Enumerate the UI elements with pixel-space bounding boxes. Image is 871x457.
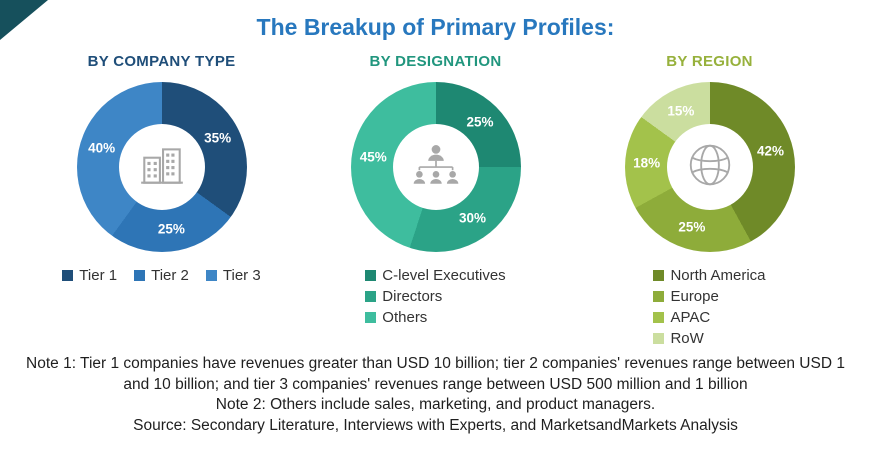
legend-item-europe: Europe: [653, 288, 765, 305]
legend-label: Tier 3: [222, 267, 261, 284]
legend-label: Tier 2: [151, 267, 189, 284]
legend-label: Others: [382, 309, 428, 326]
legend-swatch: [365, 312, 377, 323]
legend-swatch: [365, 270, 377, 281]
buildings-icon: [137, 140, 187, 195]
legend-item-c-level-executives: C-level Executives: [365, 267, 506, 284]
slice-label-tier-3: 40%: [88, 140, 116, 156]
slice-label-apac: 18%: [633, 155, 661, 171]
legend-swatch: [205, 270, 217, 281]
slice-label-tier-2: 25%: [157, 221, 185, 237]
legend-swatch: [653, 312, 665, 323]
slice-label-north-america: 42%: [757, 143, 785, 159]
charts-row: BY COMPANY TYPE: [0, 53, 871, 347]
legend-label: APAC: [670, 309, 711, 326]
legend-item-row: RoW: [653, 330, 765, 347]
notes: Note 1: Tier 1 companies have revenues g…: [0, 354, 871, 436]
legend-label: Europe: [670, 288, 719, 305]
donut-chart-company-type: 35% 25% 40%: [76, 82, 247, 252]
chart-heading-company-type: BY COMPANY TYPE: [87, 53, 236, 70]
legend-label: Tier 1: [79, 267, 118, 284]
globe-icon: [685, 140, 735, 195]
legend-label: C-level Executives: [382, 267, 506, 284]
note-2: Note 2: Others include sales, marketing,…: [215, 396, 656, 414]
source-line: Source: Secondary Literature, Interviews…: [133, 416, 738, 434]
slice-label-tier-1: 35%: [204, 130, 232, 146]
chart-heading-designation: BY DESIGNATION: [369, 53, 502, 70]
donut-chart-region: 42% 25% 18% 15%: [624, 82, 795, 252]
donut-chart-designation: 25% 30% 45%: [350, 82, 521, 252]
legend-swatch: [653, 291, 665, 302]
legend-swatch: [653, 270, 665, 281]
legend-designation: C-level Executives Directors Others: [365, 267, 506, 326]
legend-region: North America Europe APAC RoW: [653, 267, 766, 347]
corner-triangle: [0, 0, 48, 40]
chart-column-region: BY REGION 42% 25% 18% 15%: [584, 53, 836, 347]
legend-swatch: [134, 270, 146, 281]
legend-swatch: [653, 333, 665, 344]
page-title: The Breakup of Primary Profiles:: [256, 14, 615, 40]
chart-column-designation: BY DESIGNATION: [310, 53, 562, 347]
legend-label: Directors: [382, 288, 443, 305]
legend-item-directors: Directors: [365, 288, 505, 305]
legend-swatch: [365, 291, 377, 302]
note-1: Note 1: Tier 1 companies have revenues g…: [26, 355, 845, 393]
chart-column-company-type: BY COMPANY TYPE: [36, 53, 288, 347]
legend-company-type: Tier 1 Tier 2 Tier 3: [62, 267, 261, 284]
legend-item-apac: APAC: [653, 309, 765, 326]
donut-hole: [392, 124, 479, 210]
org-chart-icon: [409, 142, 463, 193]
legend-item-tier-3: Tier 3: [205, 267, 261, 284]
legend-item-north-america: North America: [653, 267, 766, 284]
slice-label-c-level-executives: 25%: [466, 114, 494, 130]
slice-label-europe: 25%: [678, 219, 706, 235]
legend-swatch: [62, 270, 74, 281]
donut-hole: [666, 124, 753, 210]
legend-label: RoW: [670, 330, 704, 347]
legend-label: North America: [670, 267, 766, 284]
legend-item-tier-2: Tier 2: [134, 267, 189, 284]
donut-hole: [118, 124, 205, 210]
slice-label-directors: 30%: [459, 210, 487, 226]
slice-label-others: 45%: [359, 149, 387, 165]
legend-item-others: Others: [365, 309, 505, 326]
legend-item-tier-1: Tier 1: [62, 267, 117, 284]
slice-label-row: 15%: [667, 103, 695, 119]
chart-heading-region: BY REGION: [666, 53, 753, 70]
